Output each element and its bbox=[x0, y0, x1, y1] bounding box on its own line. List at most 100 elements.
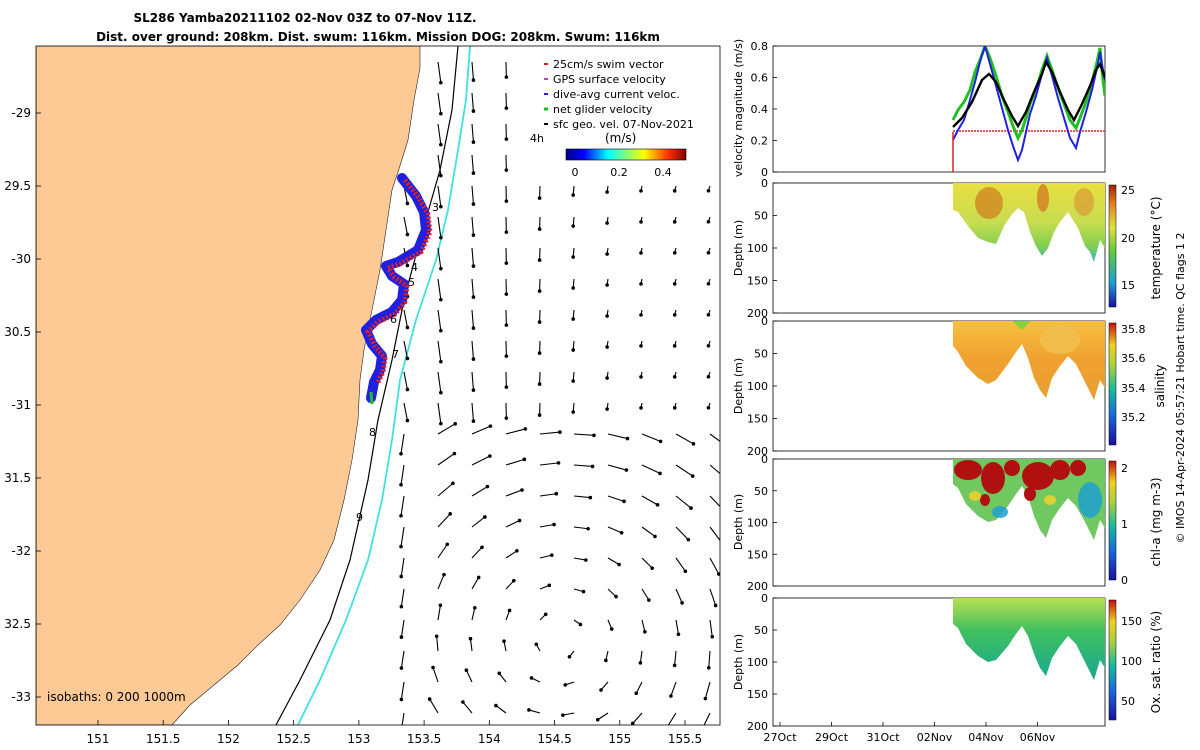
velocity-vector bbox=[471, 516, 486, 528]
velocity-vector bbox=[498, 673, 507, 683]
velocity-vector bbox=[437, 574, 445, 590]
velocity-vector bbox=[403, 309, 408, 328]
velocity-vector-head bbox=[537, 351, 542, 355]
velocity-vector bbox=[607, 464, 627, 471]
velocity-vector bbox=[505, 489, 523, 497]
velocity-vector-head bbox=[672, 220, 677, 224]
velocity-vector bbox=[471, 278, 474, 298]
velocity-vector bbox=[471, 185, 474, 205]
salinity-variable-label: salinity bbox=[1153, 364, 1167, 407]
time-tick-label: 04Nov bbox=[968, 731, 1004, 744]
velocity-vector bbox=[709, 495, 720, 508]
velocity-vector bbox=[437, 453, 455, 466]
oxygen-section bbox=[953, 598, 1105, 680]
velocity-vector-head bbox=[537, 289, 542, 293]
velocity-vector-head bbox=[468, 636, 473, 641]
depth-y-tick-label: 50 bbox=[754, 348, 768, 361]
velocity-vector bbox=[573, 495, 591, 499]
velocity-vector-head bbox=[497, 671, 502, 676]
velocity-vector-head bbox=[571, 224, 575, 228]
temperature-colorbar bbox=[1108, 184, 1117, 308]
velocity-vector bbox=[471, 216, 474, 236]
velocity-vector-head bbox=[605, 283, 609, 287]
depth-y-tick-label: 100 bbox=[747, 517, 768, 530]
velocity-vector-head bbox=[529, 676, 534, 680]
velocity-vector-head bbox=[571, 317, 575, 321]
velocity-vector-head bbox=[706, 219, 711, 224]
velocity-vector-head bbox=[676, 632, 681, 637]
depth-y-tick-label: 200 bbox=[747, 445, 768, 458]
day-marker-6: 6 bbox=[390, 313, 397, 326]
oxygen-colorbar bbox=[1108, 599, 1117, 721]
velocity-vector bbox=[465, 669, 473, 683]
velocity-vector bbox=[641, 464, 661, 474]
velocity-vector-head bbox=[700, 727, 704, 731]
chla-cbar-tick-0: 2 bbox=[1121, 462, 1128, 475]
velocity-vector-head bbox=[658, 439, 663, 444]
velocity-vector-head bbox=[439, 390, 443, 395]
velocity-vector-head bbox=[399, 513, 403, 518]
velocity-vector-head bbox=[471, 202, 476, 206]
velocity-vector-head bbox=[658, 471, 662, 476]
velocity-vector bbox=[432, 667, 439, 683]
velocity-vector-head bbox=[672, 251, 677, 255]
velocity-vector-head bbox=[639, 251, 643, 255]
velocity-vector-head bbox=[588, 495, 593, 500]
chla-variable-label: chl-a (mg m-3) bbox=[1149, 477, 1163, 566]
salinity-cbar-tick-0: 35.8 bbox=[1121, 323, 1146, 336]
velocity-vector-head bbox=[639, 189, 643, 193]
salinity-ylabel: Depth (m) bbox=[732, 358, 745, 414]
velocity-vector-head bbox=[399, 451, 403, 456]
map-y-tick-label: 29.5 bbox=[4, 179, 31, 193]
velocity-vector-head bbox=[724, 444, 728, 448]
velocity-vector-head bbox=[672, 189, 677, 193]
velocity-vector bbox=[709, 557, 720, 575]
speed-colorbar: 4h (m/s) 0 0.2 0.4 bbox=[530, 131, 687, 179]
velocity-vector bbox=[437, 216, 442, 238]
map-y-tick-label: -29 bbox=[11, 106, 31, 120]
velocity-vector bbox=[675, 433, 694, 445]
velocity-series bbox=[951, 46, 1105, 163]
salinity-cbar-tick-3: 35.2 bbox=[1121, 411, 1146, 424]
velocity-vector-head bbox=[561, 713, 565, 717]
velocity-vector-head bbox=[439, 359, 443, 364]
velocity-vector bbox=[641, 526, 656, 537]
velocity-vector-head bbox=[439, 297, 443, 302]
velocity-vector bbox=[437, 402, 442, 424]
velocity-vector-head bbox=[504, 168, 509, 172]
velocity-vector bbox=[607, 588, 617, 597]
colorbar-gradient bbox=[565, 148, 687, 161]
velocity-vector bbox=[539, 493, 557, 497]
velocity-y-tick-label: 0.6 bbox=[751, 72, 769, 85]
depth-y-tick-label: 100 bbox=[747, 242, 768, 255]
velocity-ylabel: velocity magnitude (m/s) bbox=[732, 39, 745, 177]
velocity-vector bbox=[403, 371, 408, 390]
velocity-vector bbox=[437, 482, 454, 497]
depth-y-tick-label: 200 bbox=[747, 307, 768, 320]
velocity-vector-head bbox=[634, 691, 639, 696]
velocity-vector-head bbox=[622, 499, 626, 504]
legend-label-dive: dive-avg current veloc. bbox=[553, 88, 680, 101]
velocity-vector-head bbox=[686, 537, 691, 542]
velocity-vector-head bbox=[690, 474, 695, 478]
oxygen-ylabel: Depth (m) bbox=[732, 634, 745, 690]
velocity-vector-head bbox=[471, 326, 476, 330]
velocity-vector bbox=[400, 557, 405, 577]
velocity-vector-head bbox=[672, 375, 677, 379]
velocity-vector bbox=[675, 495, 692, 509]
time-tick-label: 06Nov bbox=[1020, 731, 1056, 744]
depth-y-tick-label: 0 bbox=[761, 592, 768, 605]
velocity-vector-head bbox=[405, 356, 410, 361]
velocity-vector-head bbox=[549, 553, 554, 557]
velocity-vector-head bbox=[706, 250, 711, 255]
velocity-vector-head bbox=[453, 422, 458, 426]
velocity-vector-head bbox=[554, 491, 559, 496]
velocity-vector-head bbox=[624, 468, 629, 472]
colorbar-time-note: 4h bbox=[530, 132, 544, 145]
velocity-vector bbox=[462, 701, 473, 714]
velocity-vector bbox=[469, 638, 473, 652]
velocity-vector-head bbox=[399, 635, 404, 639]
velocity-vector bbox=[471, 607, 476, 621]
map-x-tick-label: 152 bbox=[217, 732, 240, 746]
